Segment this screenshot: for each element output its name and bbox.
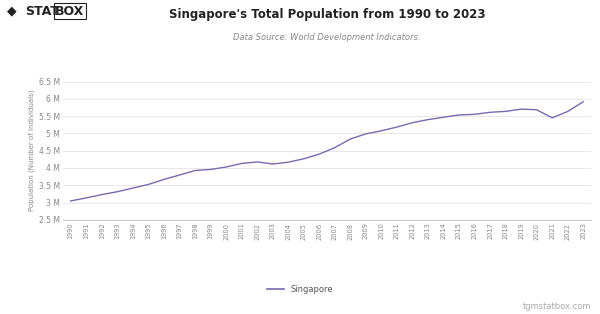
Legend: Singapore: Singapore: [263, 282, 337, 297]
Y-axis label: Population (Number of Individuals): Population (Number of Individuals): [28, 90, 35, 211]
Text: Singapore's Total Population from 1990 to 2023: Singapore's Total Population from 1990 t…: [169, 8, 485, 21]
Text: tgmstatbox.com: tgmstatbox.com: [523, 302, 591, 311]
Text: Data Source: World Development Indicators.: Data Source: World Development Indicator…: [233, 33, 421, 42]
Text: STAT: STAT: [25, 5, 59, 18]
Text: BOX: BOX: [55, 5, 85, 18]
Text: ◆: ◆: [7, 5, 17, 18]
